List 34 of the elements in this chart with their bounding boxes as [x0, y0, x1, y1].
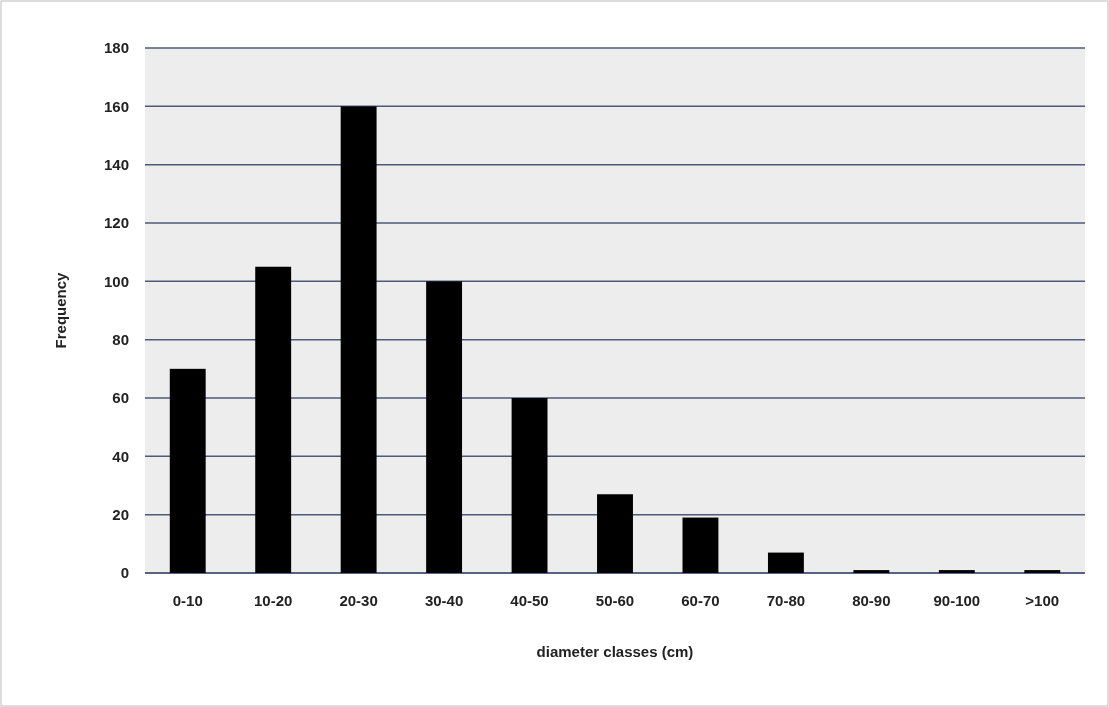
x-tick-label: 30-40 [424, 592, 464, 609]
bar [767, 552, 804, 573]
bar [938, 570, 975, 573]
x-tick-label: 60-70 [681, 592, 720, 609]
bar [682, 517, 719, 573]
y-tick-label: 20 [112, 505, 129, 523]
bar [511, 398, 548, 573]
x-tick-label: 10-20 [253, 592, 293, 609]
x-tick-label: 80-90 [852, 592, 891, 609]
bar [340, 106, 377, 573]
y-tick-label: 0 [120, 564, 129, 582]
x-tick-label: 50-60 [595, 592, 635, 609]
x-tick-label: >100 [1025, 592, 1060, 609]
x-tick-label: 90-100 [933, 592, 981, 609]
x-tick-label: 40-50 [510, 592, 549, 609]
y-tick-label: 60 [112, 389, 129, 407]
x-tick-label: 20-30 [339, 592, 378, 609]
bar [426, 281, 463, 573]
y-tick-label: 180 [103, 39, 129, 57]
bar [255, 266, 292, 573]
y-tick-label: 160 [103, 97, 129, 115]
y-tick-label: 40 [112, 447, 129, 465]
y-tick-label: 120 [103, 214, 129, 232]
y-tick-label: 80 [112, 330, 129, 348]
x-tick-label: 0-10 [172, 592, 203, 609]
x-axis-title: diameter classes (cm) [536, 643, 694, 660]
x-tick-label: 70-80 [766, 592, 806, 609]
bar [853, 570, 890, 573]
bar [169, 368, 206, 573]
y-tick-label: 140 [103, 155, 129, 173]
y-tick-label: 100 [103, 272, 129, 290]
bar [1024, 570, 1061, 573]
bar [597, 494, 633, 573]
y-axis-title: Frequency [52, 271, 69, 349]
